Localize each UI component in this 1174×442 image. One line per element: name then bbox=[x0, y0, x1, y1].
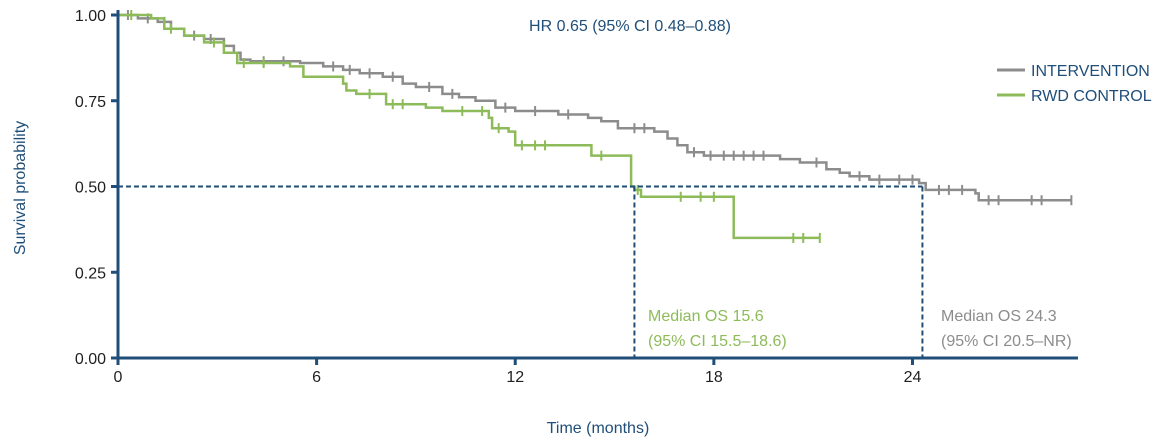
legend: INTERVENTION RWD CONTROL bbox=[997, 63, 1152, 105]
median-reference-lines bbox=[118, 185, 924, 358]
plot-lines bbox=[118, 10, 1073, 243]
x-tick-label: 0 bbox=[114, 369, 123, 386]
median-label-intervention-line1: Median OS 24.3 bbox=[941, 308, 1057, 325]
median-labels: Median OS 15.6 (95% CI 15.5–18.6) Median… bbox=[648, 308, 1072, 350]
y-axis-title: Survival probability bbox=[12, 121, 29, 255]
y-tick-label: 0.75 bbox=[75, 94, 106, 111]
ticks: 0.00 0.25 0.50 0.75 1.00 0 6 12 18 24 bbox=[75, 8, 922, 386]
survival-curve-intervention bbox=[118, 13, 1072, 202]
median-label-intervention-line2: (95% CI 20.5–NR) bbox=[941, 333, 1072, 350]
legend-label-intervention: INTERVENTION bbox=[1031, 63, 1150, 80]
survival-curve-rwd-control bbox=[118, 13, 820, 240]
x-tick-label: 6 bbox=[312, 369, 321, 386]
y-tick-label: 0.25 bbox=[75, 265, 106, 282]
x-axis-title: Time (months) bbox=[547, 420, 650, 437]
y-tick-label: 0.00 bbox=[75, 351, 106, 368]
x-tick-label: 18 bbox=[705, 369, 723, 386]
legend-label-rwd: RWD CONTROL bbox=[1031, 88, 1152, 105]
hr-annotation: HR 0.65 (95% CI 0.48–0.88) bbox=[529, 18, 731, 35]
median-label-rwd-line2: (95% CI 15.5–18.6) bbox=[648, 333, 787, 350]
y-tick-label: 1.00 bbox=[75, 8, 106, 25]
axes bbox=[116, 10, 1078, 360]
median-label-rwd-line1: Median OS 15.6 bbox=[648, 308, 764, 325]
x-tick-label: 24 bbox=[904, 369, 922, 386]
x-tick-label: 12 bbox=[506, 369, 524, 386]
y-tick-label: 0.50 bbox=[75, 180, 106, 197]
